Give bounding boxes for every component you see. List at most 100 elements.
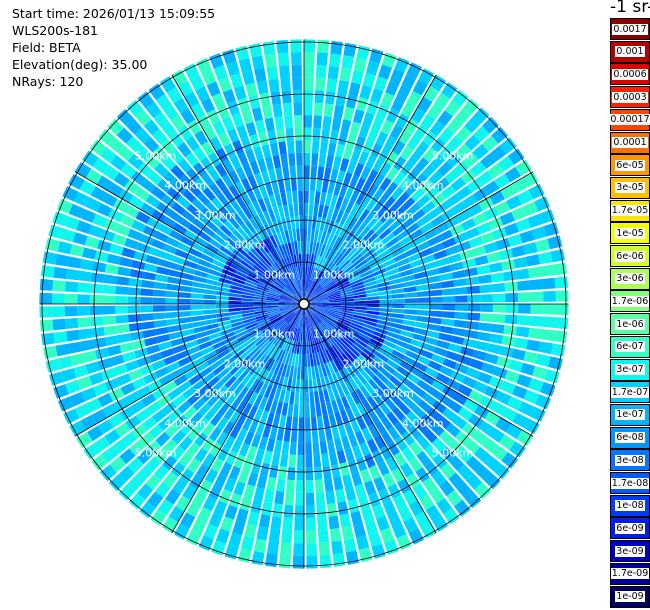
- range-gate-cell: [336, 321, 349, 329]
- range-gate-cell: [280, 192, 288, 206]
- range-gate-cell: [386, 108, 400, 124]
- range-gate-cell: [323, 103, 334, 118]
- range-gate-cell: [380, 344, 394, 354]
- range-gate-cell: [174, 248, 189, 259]
- range-gate-cell: [362, 248, 375, 259]
- range-gate-cell: [314, 352, 321, 366]
- range-gate-cell: [203, 125, 217, 141]
- range-gate-cell: [335, 143, 345, 158]
- range-gate-cell: [163, 171, 179, 186]
- range-gate-cell: [365, 288, 379, 294]
- range-gate-cell: [269, 314, 282, 322]
- range-gate-cell: [224, 202, 237, 216]
- range-gate-cell: [296, 341, 300, 355]
- colorbar-level-label: 3e-09: [615, 545, 645, 557]
- range-gate-cell: [163, 354, 178, 366]
- range-gate-cell: [322, 278, 334, 288]
- range-gate-cell: [305, 316, 308, 329]
- range-gate-cell: [366, 307, 380, 312]
- colorbar-level-label: 0.0006: [612, 68, 648, 80]
- range-gate-cell: [438, 144, 454, 161]
- range-gate-cell: [315, 308, 328, 314]
- range-gate-cell: [483, 180, 500, 196]
- colorbar-level-label: 6e-06: [615, 250, 645, 262]
- range-gate-cell: [278, 259, 287, 272]
- range-gate-cell: [158, 341, 173, 351]
- range-gate-cell: [278, 274, 288, 286]
- range-gate-cell: [455, 304, 468, 311]
- range-gate-cell: [355, 259, 367, 270]
- range-gate-cell: [473, 187, 489, 202]
- range-gate-cell: [528, 378, 544, 393]
- range-gate-cell: [288, 283, 297, 295]
- range-gate-cell: [285, 416, 293, 430]
- range-gate-cell: [328, 309, 341, 314]
- range-gate-cell: [427, 235, 442, 247]
- range-gate-cell: [158, 416, 173, 431]
- range-gate-cell: [147, 379, 163, 393]
- range-gate-cell: [378, 311, 392, 317]
- range-gate-cell: [209, 53, 224, 69]
- range-gate-cell: [317, 39, 330, 54]
- range-gate-cell: [294, 353, 299, 367]
- colorbar-level: 0.0017: [610, 18, 650, 40]
- range-gate-cell: [329, 53, 342, 68]
- range-gate-cell: [309, 391, 315, 405]
- range-gate-cell: [373, 476, 386, 492]
- range-gate-cell: [433, 346, 448, 357]
- range-gate-cell: [332, 156, 342, 170]
- range-gate-cell: [453, 278, 467, 287]
- range-gate-cell: [420, 221, 435, 234]
- range-gate-cell: [146, 344, 161, 355]
- range-gate-cell: [306, 316, 311, 329]
- range-gate-cell: [364, 320, 377, 327]
- range-gate-cell: [215, 147, 229, 163]
- range-gate-cell: [216, 368, 230, 380]
- range-gate-cell: [286, 285, 296, 296]
- range-gate-cell: [329, 305, 342, 308]
- range-gate-cell: [262, 324, 274, 334]
- range-gate-cell: [278, 389, 286, 403]
- range-gate-cell: [215, 528, 230, 544]
- range-gate-cell: [327, 142, 337, 156]
- range-gate-cell: [462, 98, 480, 116]
- range-gate-cell: [201, 437, 215, 452]
- range-gate-cell: [365, 345, 378, 356]
- range-gate-cell: [454, 362, 469, 375]
- range-gate-cell: [396, 340, 410, 350]
- range-gate-cell: [67, 256, 82, 269]
- range-gate-cell: [363, 212, 375, 226]
- range-gate-cell: [421, 254, 436, 264]
- range-gate-cell: [464, 267, 478, 277]
- range-gate-cell: [314, 90, 325, 104]
- range-gate-cell: [305, 505, 316, 519]
- range-gate-cell: [316, 305, 330, 308]
- range-gate-cell: [227, 128, 240, 143]
- range-gate-cell: [246, 275, 259, 284]
- range-gate-cell: [315, 492, 326, 506]
- range-gate-cell: [295, 140, 303, 153]
- range-gate-cell: [289, 442, 297, 455]
- range-gate-cell: [342, 474, 353, 489]
- range-gate-cell: [316, 297, 329, 302]
- range-gate-cell: [339, 211, 349, 225]
- range-gate-cell: [128, 492, 146, 510]
- colorbar-level: 1.7e-06: [610, 290, 650, 313]
- range-gate-cell: [312, 353, 318, 367]
- range-gate-cell: [139, 364, 155, 376]
- range-gate-cell: [296, 279, 301, 292]
- range-gate-cell: [495, 417, 512, 433]
- range-gate-cell: [354, 430, 366, 445]
- range-gate-cell: [465, 227, 480, 240]
- range-gate-cell: [282, 310, 294, 318]
- range-gate-cell: [355, 338, 368, 348]
- range-gate-cell: [287, 403, 294, 417]
- range-gate-cell: [318, 273, 328, 285]
- range-gate-cell: [440, 280, 455, 289]
- range-gate-cell: [368, 531, 382, 547]
- range-gate-cell: [131, 260, 146, 270]
- range-gate-cell: [128, 368, 143, 381]
- range-gate-cell: [404, 309, 418, 315]
- range-gate-cell: [197, 192, 211, 206]
- range-gate-cell: [170, 445, 186, 461]
